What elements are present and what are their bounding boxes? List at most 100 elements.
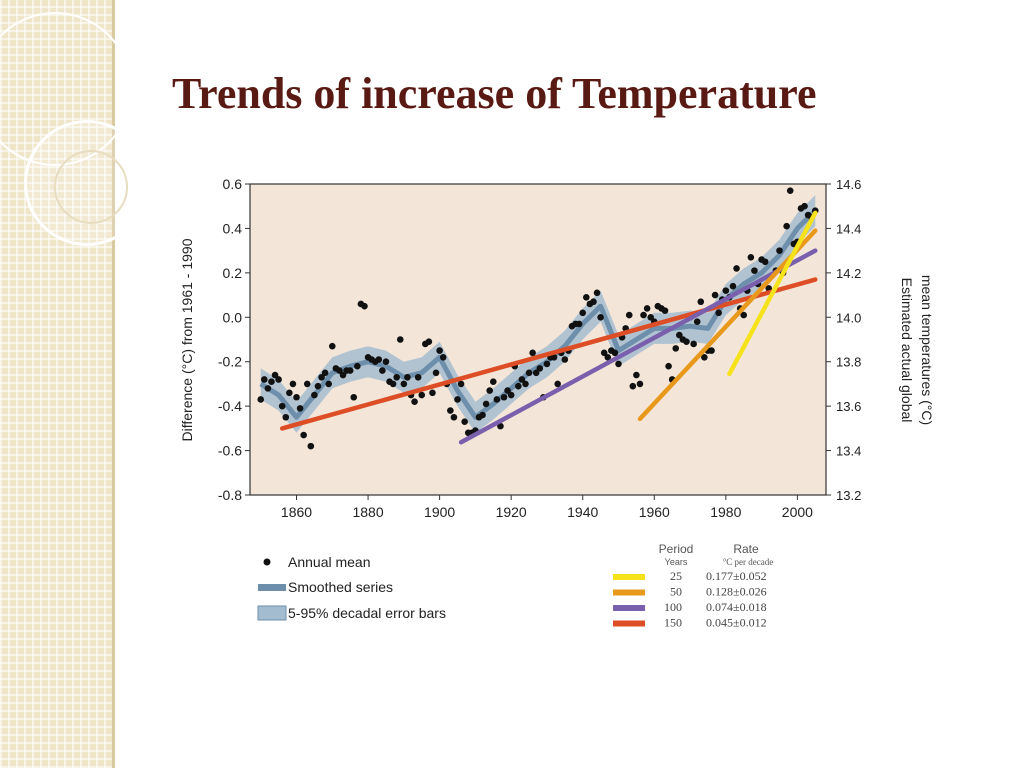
annual-mean-point [582, 293, 590, 301]
legend-error-bars-swatch [257, 605, 287, 621]
annual-mean-point [447, 407, 454, 414]
y-tick-label: -0.8 [218, 487, 242, 503]
annual-mean-point [328, 342, 336, 350]
annual-mean-point [604, 353, 612, 361]
annual-mean-point [486, 387, 494, 394]
annual-mean-point [783, 222, 790, 230]
annual-mean-point [515, 382, 522, 390]
trend-table-rate-50: 0.128±0.026 [706, 585, 767, 599]
annual-mean-point [296, 405, 304, 412]
y-tick-label: 0.6 [223, 176, 243, 192]
annual-mean-point [321, 369, 329, 377]
annual-mean-point [683, 338, 690, 346]
annual-mean-point [418, 391, 426, 399]
y2-tick-label: 14.4 [836, 221, 861, 236]
y-tick-label: -0.6 [218, 443, 242, 459]
annual-mean-point [482, 400, 490, 408]
annual-mean-point [479, 411, 486, 419]
legend-annual-mean-label: Annual mean [288, 554, 371, 570]
annual-mean-point [554, 380, 561, 388]
y2-tick-label: 13.2 [836, 488, 861, 503]
annual-mean-point [303, 380, 311, 388]
annual-mean-point [439, 353, 447, 361]
annual-mean-point [579, 309, 587, 317]
trend-table-header-unit: °C per decade [723, 557, 774, 567]
annual-mean-point [400, 380, 408, 388]
legend-smoothed-series-swatch [258, 584, 286, 591]
annual-mean-point [300, 431, 307, 439]
annual-mean-point [264, 385, 272, 392]
annual-mean-point [432, 369, 440, 377]
annual-mean-point [633, 371, 640, 379]
annual-mean-point [740, 311, 748, 319]
annual-mean-point [393, 373, 400, 381]
trend-table-period-100: 100 [664, 600, 682, 614]
annual-mean-point [690, 340, 697, 348]
x-tick-label: 1860 [281, 504, 312, 520]
annual-mean-point [693, 318, 701, 326]
trend-line-50-years [637, 228, 818, 422]
annual-mean-point [636, 380, 644, 388]
legend-annual-mean-marker [263, 558, 271, 566]
slide-title: Trends of increase of Temperature [172, 69, 817, 118]
annual-mean-point [286, 389, 293, 397]
annual-mean-point [590, 298, 597, 306]
annual-mean-point [518, 376, 526, 383]
annual-mean-point [629, 382, 637, 390]
annual-mean-point [436, 347, 443, 354]
annual-mean-point [625, 311, 633, 319]
trend-line-150-years [279, 277, 818, 431]
annual-mean-point [346, 367, 354, 374]
trend-table-rate-100: 0.074±0.018 [706, 600, 767, 614]
annual-mean-point [747, 254, 755, 261]
annual-mean-point [257, 396, 265, 403]
annual-mean-point [307, 442, 315, 450]
x-tick-label: 1920 [496, 504, 527, 520]
legend-error-bars-label: 5-95% decadal error bars [288, 605, 446, 621]
legend-smoothed-series-label: Smoothed series [288, 579, 393, 595]
sidebar-edge [112, 0, 115, 768]
annual-mean-point [314, 382, 322, 390]
annual-mean-point [382, 358, 390, 366]
annual-mean-point [454, 396, 461, 403]
annual-mean-point [776, 247, 783, 254]
annual-mean-point [711, 291, 719, 299]
annual-mean-point [643, 305, 651, 312]
annual-mean-point [532, 369, 540, 377]
annual-mean-point [507, 391, 515, 399]
annual-mean-point [489, 378, 497, 386]
y2-tick-label: 14.0 [836, 310, 861, 325]
annual-mean-point [672, 345, 680, 352]
annual-mean-point [729, 282, 737, 290]
trend-table-rate-150: 0.045±0.012 [706, 616, 767, 630]
annual-mean-point [722, 287, 730, 294]
y-tick-label: 0.0 [223, 309, 243, 325]
annual-mean-point [715, 309, 722, 317]
annual-mean-point [396, 336, 404, 343]
annual-mean-point [676, 331, 683, 339]
annual-mean-point [593, 289, 601, 297]
trend-table-header-years: Years [665, 557, 688, 567]
annual-mean-point [701, 353, 708, 361]
annual-mean-point [325, 380, 333, 388]
annual-mean-point [389, 380, 397, 388]
annual-mean-point [311, 391, 318, 399]
annual-mean-point [761, 258, 769, 266]
annual-mean-point [379, 367, 386, 374]
trend-line-100-years [458, 248, 818, 445]
annual-mean-point [404, 373, 411, 381]
annual-mean-point [665, 362, 672, 370]
trend-table-swatch-150 [613, 620, 645, 627]
annual-mean-point [318, 373, 325, 381]
y-axis-label-left: Difference (°C) from 1961 - 1990 [179, 238, 195, 441]
trend-line-25-years [727, 210, 818, 377]
annual-mean-point [522, 380, 529, 388]
annual-mean-point [429, 389, 436, 397]
x-tick-label: 2000 [782, 504, 813, 520]
trend-table-period-50: 50 [670, 585, 682, 599]
annual-mean-point [493, 396, 501, 403]
annual-mean-point [457, 380, 465, 388]
plot-area [250, 184, 826, 495]
y-axis-label-right-line2: mean temperatures (°C) [919, 275, 935, 425]
annual-mean-point [751, 267, 758, 274]
